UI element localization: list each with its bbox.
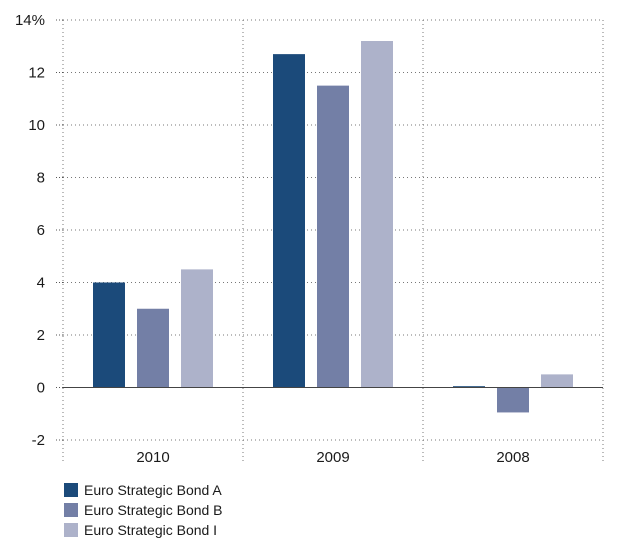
bar-2009-1: [273, 54, 305, 388]
bar-2008-1: [453, 386, 485, 388]
bar-2009-3: [361, 41, 393, 388]
y-tick-label-8: 14%: [15, 12, 45, 29]
legend-item-a: Euro Strategic Bond A: [64, 480, 223, 500]
y-tick-label-0: -2: [32, 432, 45, 449]
bar-2010-1: [93, 282, 125, 388]
bar-2008-3: [541, 374, 573, 388]
grid-lines: [62, 19, 604, 462]
x-tick-label-2: 2008: [496, 449, 529, 466]
x-tick-label-1: 2009: [316, 449, 349, 466]
bar-2008-2: [497, 387, 529, 413]
y-tick-label-2: 2: [37, 327, 45, 344]
y-tick-label-6: 10: [28, 117, 45, 134]
y-tick-label-4: 6: [37, 222, 45, 239]
bar-2009-2: [317, 85, 349, 388]
y-tick-label-5: 8: [37, 170, 45, 187]
legend-label-b: Euro Strategic Bond B: [84, 502, 223, 518]
legend-label-i: Euro Strategic Bond I: [84, 522, 218, 538]
legend-swatch-b: [64, 503, 78, 517]
y-tick-label-7: 12: [28, 65, 45, 82]
bar-2010-3: [181, 269, 213, 388]
legend-swatch-a: [64, 483, 78, 497]
y-axis-ticks: -2 0 2 4 6 8 10 12 14%: [15, 12, 63, 449]
bar-chart: -2 0 2 4 6 8 10 12 14% 2010 2009 2008: [15, 12, 604, 466]
legend-item-i: Euro Strategic Bond I: [64, 520, 223, 540]
y-tick-label-3: 4: [37, 275, 45, 292]
bar-2010-2: [137, 308, 169, 388]
legend-swatch-i: [64, 523, 78, 537]
bars: [63, 41, 603, 413]
legend: Euro Strategic Bond A Euro Strategic Bon…: [64, 480, 223, 540]
y-tick-label-1: 0: [37, 380, 45, 397]
x-axis-ticks: 2010 2009 2008: [136, 449, 529, 466]
legend-item-b: Euro Strategic Bond B: [64, 500, 223, 520]
legend-label-a: Euro Strategic Bond A: [84, 482, 222, 498]
x-tick-label-0: 2010: [136, 449, 169, 466]
